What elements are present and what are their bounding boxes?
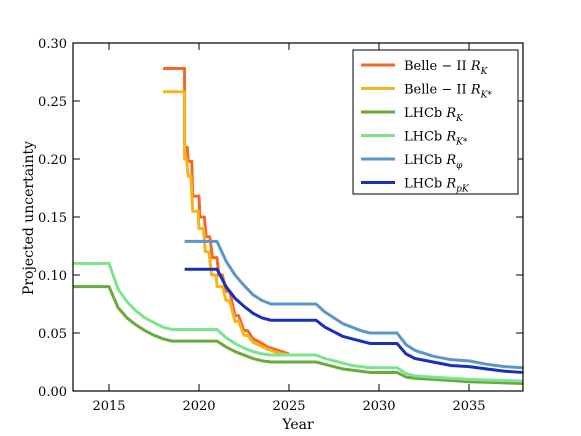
series-line-1 — [163, 67, 290, 356]
y-tick-label: 0.00 — [38, 385, 67, 400]
series-line-4 — [73, 261, 524, 383]
y-axis: 0.00 0.05 0.10 0.15 0.20 0.25 0.30 — [38, 37, 523, 400]
y-tick-label: 0.25 — [38, 95, 67, 110]
legend-box — [352, 49, 519, 195]
y-tick-label: 0.15 — [38, 211, 67, 226]
y-tick-label: 0.05 — [38, 327, 67, 342]
series-layer — [73, 67, 524, 385]
y-tick-label: 0.20 — [38, 153, 67, 168]
legend-label: Belle − II RK* — [404, 83, 492, 101]
x-axis-label: Year — [281, 417, 314, 433]
x-tick-label: 2020 — [182, 399, 215, 414]
series-line-5 — [184, 239, 524, 370]
legend-label: Belle − II RK — [404, 59, 489, 77]
legend-label: LHCb RpK — [404, 177, 470, 195]
x-axis: 2015 2020 2025 2030 2035 — [92, 43, 486, 414]
series-line-2 — [163, 90, 290, 357]
x-tick-label: 2025 — [272, 399, 305, 414]
y-tick-label: 0.10 — [38, 269, 67, 284]
x-tick-label: 2035 — [452, 399, 485, 414]
series-line-3 — [73, 285, 524, 385]
x-tick-label: 2030 — [362, 399, 395, 414]
legend-label: LHCb RK* — [404, 130, 468, 148]
legend-label: LHCb RK — [404, 106, 464, 124]
legend: Belle − II RK Belle − II RK* LHCb RK LHCb R… — [352, 49, 519, 195]
series-line-6 — [184, 267, 524, 374]
legend-label: LHCb Rφ — [404, 153, 463, 171]
y-axis-label: Projected uncertainty — [21, 141, 37, 295]
x-tick-label: 2015 — [92, 399, 125, 414]
y-tick-label: 0.30 — [38, 37, 67, 52]
